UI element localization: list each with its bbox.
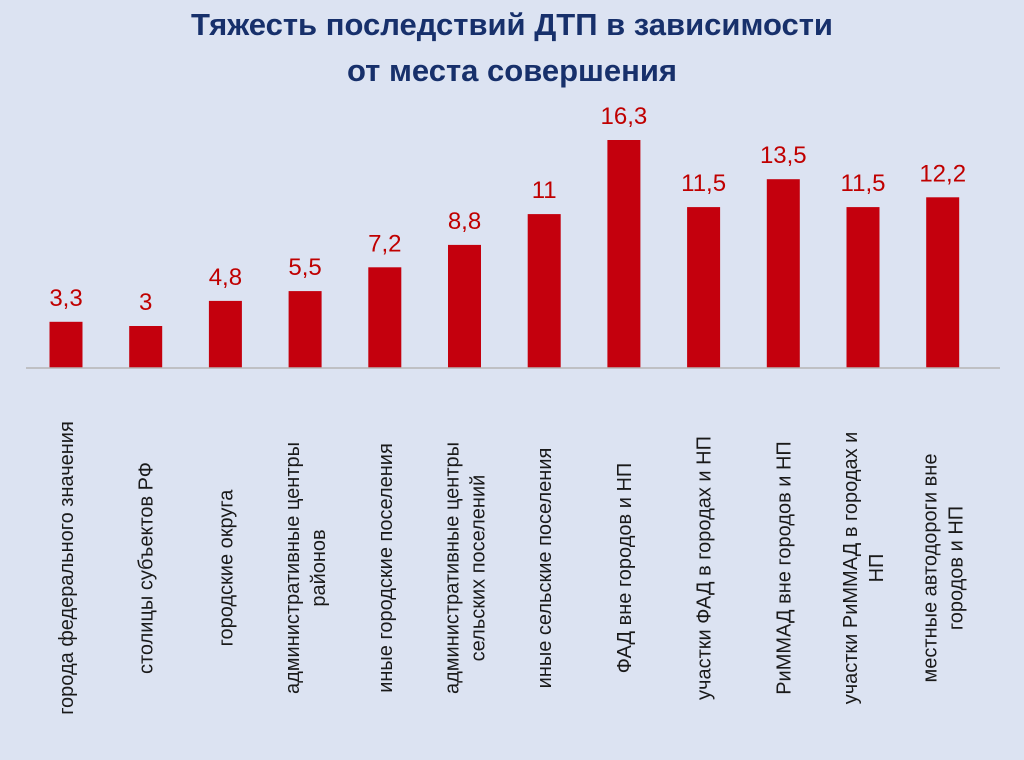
category-label-9-line-1: участки ФАД в городах и НП [694, 436, 716, 700]
value-label-6: 8,8 [448, 208, 481, 235]
value-label-7: 11 [532, 177, 557, 204]
value-label-5: 7,2 [368, 230, 401, 257]
bar-3 [208, 300, 242, 368]
bar-5 [368, 267, 402, 368]
value-label-4: 5,5 [288, 254, 321, 281]
value-label-11: 11,5 [841, 170, 886, 197]
category-label-7: иные сельские поселения [534, 448, 556, 689]
category-label-3: городские округа [215, 489, 237, 647]
category-label-1-line-1: города федерального значения [56, 421, 78, 715]
category-label-12: местные автодороги вне городов и НП [920, 454, 968, 683]
category-label-5: иные городские поселения [375, 443, 397, 693]
labels-layer: 3,3 города федерального значения 3 столицы … [49, 103, 967, 715]
category-label-11-line-2: НП [866, 554, 888, 583]
category-label-10: РиММАД вне городов и НП [773, 441, 795, 695]
category-label-5-line-1: иные городские поселения [375, 443, 397, 693]
chart-title: Тяжесть последствий ДТП в зависимости от… [0, 2, 1024, 94]
category-label-11-line-1: участки РиММАД в городах и [840, 432, 862, 705]
category-label-4-line-1: административные центры [282, 442, 304, 694]
bar-8 [607, 140, 641, 368]
bar-9 [687, 207, 721, 368]
bar-12 [926, 197, 960, 368]
value-label-2: 3 [139, 289, 152, 316]
bars-layer [49, 140, 960, 368]
bar-4 [288, 291, 322, 368]
value-label-10: 13,5 [760, 142, 807, 169]
category-label-3-line-1: городские округа [215, 489, 237, 647]
bar-7 [527, 214, 561, 368]
category-label-4: административные центры районов [282, 442, 330, 694]
category-label-10-line-1: РиММАД вне городов и НП [773, 441, 795, 695]
value-label-1: 3,3 [49, 285, 82, 312]
category-label-11: участки РиММАД в городах и НП [840, 432, 888, 705]
bar-1 [49, 321, 83, 368]
value-label-12: 12,2 [919, 160, 966, 187]
bar-11 [846, 207, 880, 368]
value-label-3: 4,8 [209, 264, 242, 291]
bar-2 [129, 326, 163, 368]
category-label-6: административные центры сельских поселени… [442, 442, 490, 694]
value-label-8: 16,3 [601, 103, 648, 130]
chart-title-line-2: от места совершения [347, 53, 677, 88]
category-label-8-line-1: ФАД вне городов и НП [614, 463, 636, 674]
category-label-6-line-1: административные центры [442, 442, 464, 694]
category-label-12-line-1: местные автодороги вне [920, 454, 942, 683]
category-label-1: города федерального значения [56, 421, 78, 715]
category-label-12-line-2: городов и НП [946, 506, 968, 630]
category-label-8: ФАД вне городов и НП [614, 463, 636, 674]
category-label-2: столицы субъектов РФ [136, 462, 158, 674]
bar-10 [766, 179, 800, 368]
category-label-4-line-2: районов [308, 529, 330, 606]
bar-6 [448, 244, 481, 368]
category-label-6-line-2: сельских поселений [468, 475, 490, 662]
chart-title-line-1: Тяжесть последствий ДТП в зависимости [190, 7, 833, 42]
value-label-9: 11,5 [681, 170, 726, 197]
category-label-9: участки ФАД в городах и НП [694, 436, 716, 700]
category-label-2-line-1: столицы субъектов РФ [136, 462, 158, 674]
category-label-7-line-1: иные сельские поселения [534, 448, 556, 689]
